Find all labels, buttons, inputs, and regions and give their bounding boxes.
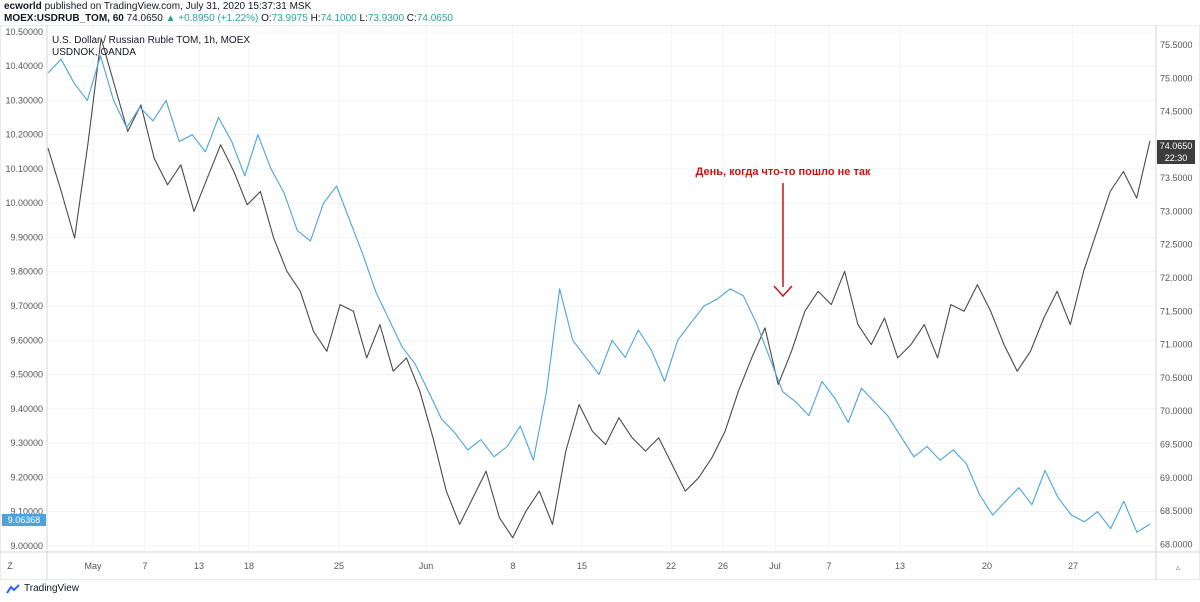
brand-name: TradingView [24,583,80,594]
high-label: H: [310,13,321,24]
left-tick-label: 9.50000 [10,370,43,380]
left-tick-label: 9.60000 [10,335,43,345]
open-value: 73.9975 [271,13,308,24]
right-tick-label: 73.0000 [1160,206,1193,216]
right-tick-label: 68.0000 [1160,539,1193,549]
settings-icon[interactable]: ▵ [1176,562,1181,572]
left-last-badge: 9.06368 [2,514,46,526]
legend-main: U.S. Dollar / Russian Ruble TOM, 1h, MOE… [52,35,250,46]
left-tick-label: 10.30000 [5,95,43,105]
left-tick-label: 9.80000 [10,267,43,277]
time-tick-label: 20 [982,561,992,571]
close-value: 74.0650 [416,13,453,24]
time-tick-label: 13 [194,561,204,571]
footer: TradingView [6,583,79,594]
left-tick-label: 10.10000 [5,164,43,174]
annotation-text: День, когда что-то пошло не так [695,166,871,178]
left-tick-label: 9.70000 [10,301,43,311]
right-tick-label: 69.0000 [1160,473,1193,483]
right-tick-label: 70.0000 [1160,406,1193,416]
left-tick-label: 10.00000 [5,198,43,208]
last-price: 74.0650 [126,13,163,24]
series-line-usdnok [47,55,1151,533]
left-tick-label: 9.20000 [10,472,43,482]
right-tick-label: 68.5000 [1160,506,1193,516]
time-tick-label: 13 [895,561,905,571]
right-axis: 75.500075.000074.500074.000073.500073.00… [1160,40,1193,549]
time-tick-label: 26 [718,561,728,571]
right-tick-label: 72.0000 [1160,273,1193,283]
time-tick-label: 22 [666,561,676,571]
open-label: O: [261,13,272,24]
left-tick-label: 10.20000 [5,130,43,140]
low-label: L: [359,13,368,24]
right-last-badge: 74.0650 22:30 [1157,140,1195,164]
right-tick-label: 73.5000 [1160,173,1193,183]
close-label: C: [406,13,417,24]
right-tick-label: 74.5000 [1160,107,1193,117]
time-tick-label: 8 [510,561,515,571]
series-lines [47,37,1151,539]
tradingview-logo-icon [6,583,20,594]
right-tick-label: 70.5000 [1160,373,1193,383]
time-axis: Z May 7 13 18 25 Jun 8 15 22 26 Jul 7 13 20 27 [7,561,1078,571]
time-tick-label: 27 [1068,561,1078,571]
time-tick-label: Jul [769,561,781,571]
right-time-label: 22:30 [1165,153,1188,163]
ohlc-header: MOEX:USDRUB_TOM, 60 74.0650 ▲ +0.8950 (+… [4,13,453,24]
publish-info: ecworld published on TradingView.com, Ju… [4,1,311,12]
annotation-arrow-head [773,285,793,298]
left-tick-label: 10.40000 [5,61,43,71]
time-tick-label: May [84,561,102,571]
symbol-label: MOEX:USDRUB_TOM, 60 [4,13,124,24]
right-tick-label: 71.0000 [1160,340,1193,350]
time-tick-label: 18 [244,561,254,571]
left-axis: 10.50000 10.40000 10.30000 10.20000 10.10000… [5,27,43,551]
right-tick-label: 71.5000 [1160,306,1193,316]
right-tick-label: 75.0000 [1160,73,1193,83]
left-tick-label: 9.00000 [10,541,43,551]
time-tick-label: Z [7,561,13,571]
low-value: 73.9300 [367,13,405,24]
series-line-usdrub_tom [47,37,1151,539]
price-chart[interactable]: 10.50000 10.40000 10.30000 10.20000 10.10000… [0,25,1200,580]
right-tick-label: 75.5000 [1160,40,1193,50]
time-tick-label: Jun [419,561,434,571]
left-last-label: 9.06368 [8,515,41,525]
time-tick-label: 7 [142,561,147,571]
time-tick-label: 25 [334,561,344,571]
grid-lines [48,25,1155,551]
right-tick-label: 72.5000 [1160,240,1193,250]
high-value: 74.1000 [320,13,357,24]
price-change: ▲ +0.8950 (+1.22%) [165,13,259,24]
time-tick-label: 15 [577,561,587,571]
left-tick-label: 10.50000 [5,27,43,37]
author-name: ecworld [4,1,42,12]
left-tick-label: 9.90000 [10,232,43,242]
left-tick-label: 9.10000 [10,507,43,517]
time-tick-label: 7 [826,561,831,571]
right-tick-label: 69.5000 [1160,439,1193,449]
left-tick-label: 9.30000 [10,438,43,448]
publish-date: published on TradingView.com, July 31, 2… [44,1,312,12]
legend-overlay: USDNOK, OANDA [52,47,136,58]
left-tick-label: 9.40000 [10,404,43,414]
right-last-label: 74.0650 [1160,141,1193,151]
